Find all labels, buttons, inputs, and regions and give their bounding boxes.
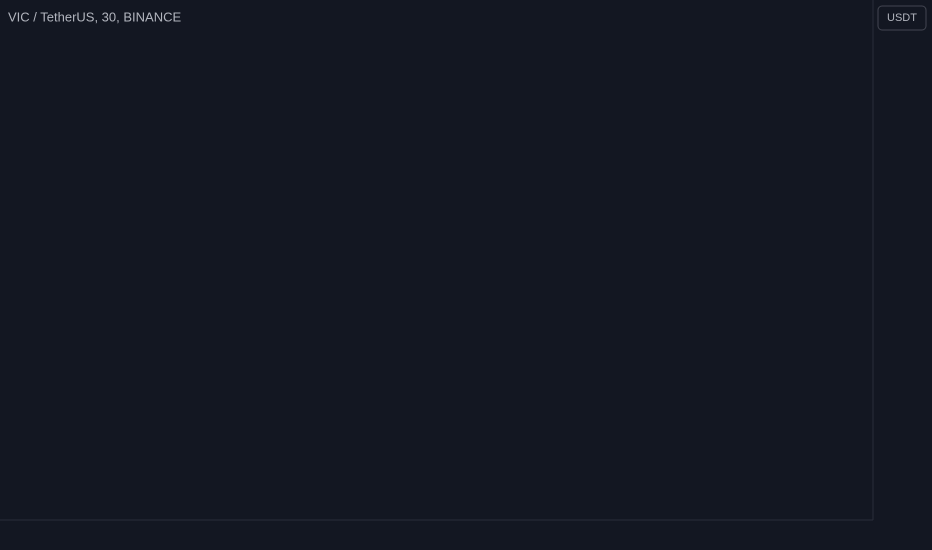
chart-title: VIC / TetherUS, 30, BINANCE <box>8 9 181 24</box>
currency-label[interactable]: USDT <box>887 12 917 24</box>
price-axis <box>873 0 932 550</box>
currency-button[interactable] <box>877 5 927 31</box>
